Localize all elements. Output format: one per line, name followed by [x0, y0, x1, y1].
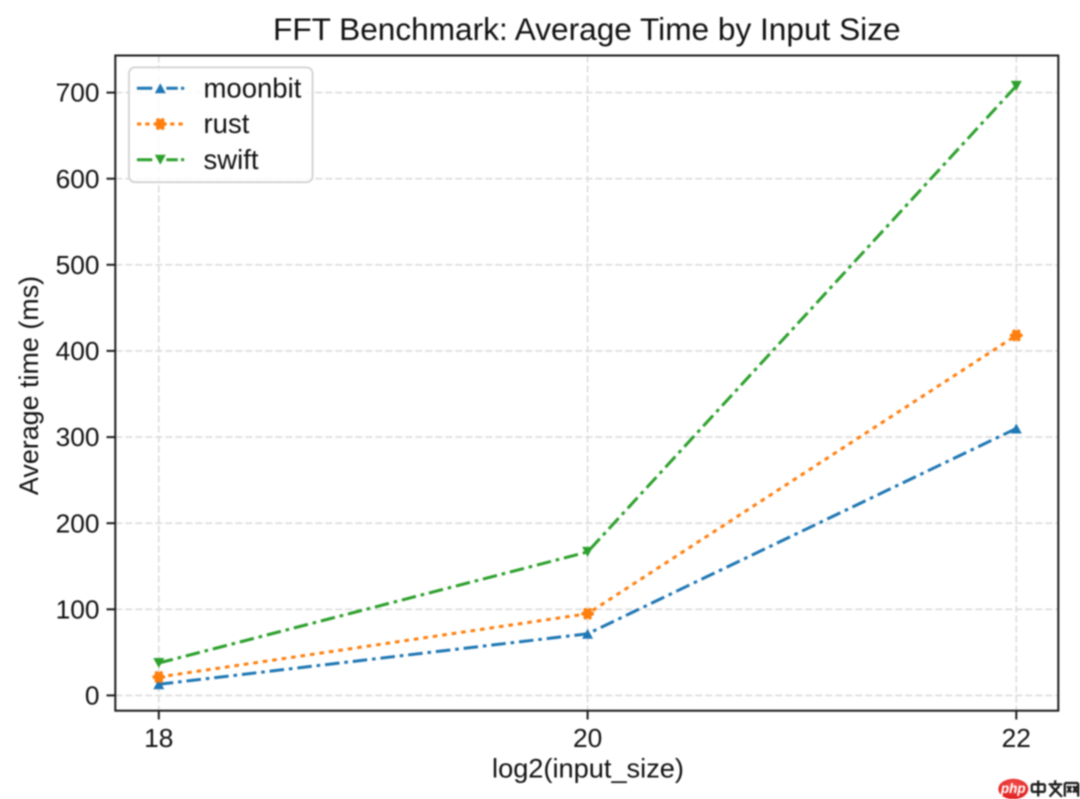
- svg-text:log2(input_size): log2(input_size): [492, 753, 684, 784]
- svg-text:500: 500: [56, 250, 100, 280]
- svg-text:200: 200: [56, 508, 100, 538]
- svg-text:300: 300: [56, 422, 100, 452]
- svg-text:100: 100: [56, 594, 100, 624]
- svg-text:swift: swift: [204, 144, 259, 175]
- svg-text:20: 20: [573, 723, 602, 753]
- svg-text:18: 18: [144, 723, 173, 753]
- svg-text:22: 22: [1002, 723, 1031, 753]
- svg-text:moonbit: moonbit: [204, 73, 302, 104]
- svg-text:php: php: [1000, 781, 1026, 796]
- svg-text:0: 0: [85, 681, 100, 711]
- svg-text:600: 600: [56, 164, 100, 194]
- svg-text:Average time (ms): Average time (ms): [14, 276, 44, 495]
- svg-text:FFT Benchmark: Average Time by: FFT Benchmark: Average Time by Input Siz…: [273, 11, 900, 47]
- svg-text:700: 700: [56, 78, 100, 108]
- svg-text:400: 400: [56, 336, 100, 366]
- svg-text:rust: rust: [204, 108, 250, 139]
